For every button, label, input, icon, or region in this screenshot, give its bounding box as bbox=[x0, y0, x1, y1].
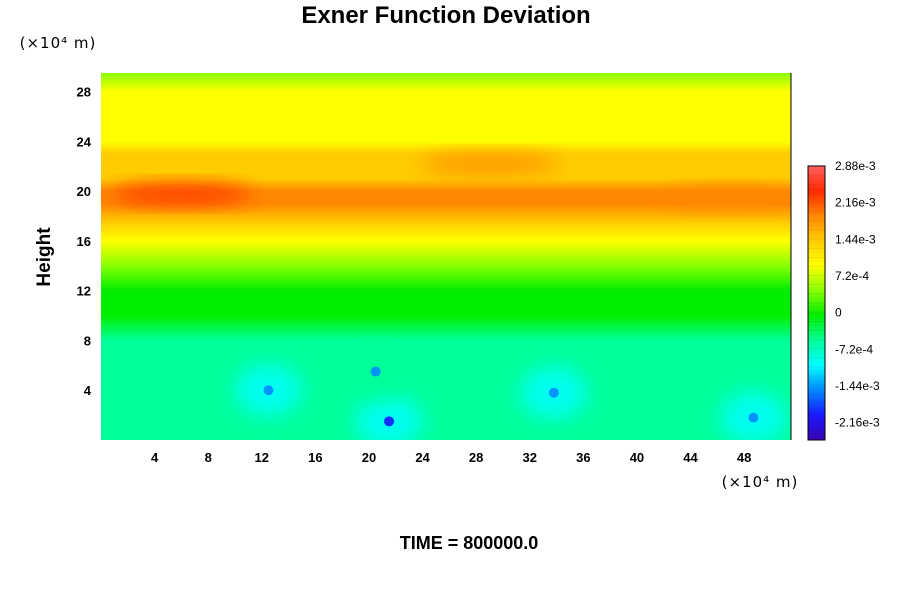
field-maximum-2 bbox=[660, 187, 791, 208]
x-tick-label: 32 bbox=[523, 450, 537, 465]
y-axis-label: Height bbox=[34, 227, 55, 287]
colorbar-scale bbox=[807, 165, 826, 441]
y-tick-label: 4 bbox=[84, 383, 92, 398]
y-tick-label: 28 bbox=[77, 85, 91, 100]
y-tick-label: 16 bbox=[77, 234, 91, 249]
field-maximum-3 bbox=[419, 153, 560, 174]
colorbar-bands bbox=[808, 174, 825, 432]
y-tick-label: 12 bbox=[77, 284, 91, 299]
colorbar-tick-label: 2.88e-3 bbox=[835, 159, 876, 173]
colorbar: 2.88e-3 2.16e-3 1.44e-3 7.2e-4 0 -7.2e-4 -1.44… bbox=[807, 159, 880, 441]
x-tick-label: 20 bbox=[362, 450, 376, 465]
colorbar-tick-label: 2.16e-3 bbox=[835, 196, 876, 210]
x-tick-label: 40 bbox=[630, 450, 644, 465]
y-tick-label: 8 bbox=[84, 333, 91, 348]
colorbar-tick-label: 1.44e-3 bbox=[835, 232, 876, 246]
colorbar-tick-label: 0 bbox=[835, 306, 842, 320]
x-tick-label: 12 bbox=[255, 450, 269, 465]
x-tick-label: 16 bbox=[308, 450, 322, 465]
x-tick-label: 24 bbox=[415, 450, 430, 465]
field-background bbox=[101, 73, 791, 440]
x-axis-ticks: 4 8 12 16 20 24 28 32 36 40 44 48 bbox=[151, 450, 751, 465]
field-minimum-core-4 bbox=[263, 385, 274, 396]
colorbar-tick-label: -1.44e-3 bbox=[835, 379, 880, 393]
field-features bbox=[111, 153, 791, 440]
x-tick-label: 48 bbox=[737, 450, 751, 465]
y-tick-label: 20 bbox=[77, 184, 91, 199]
field-minimum-core-7 bbox=[748, 412, 759, 423]
colorbar-tick-label: 7.2e-4 bbox=[835, 269, 869, 283]
field-maximum-1 bbox=[111, 183, 252, 204]
field-minimum-core-6 bbox=[548, 387, 559, 398]
x-tick-label: 28 bbox=[469, 450, 483, 465]
colorbar-tick-label: -7.2e-4 bbox=[835, 342, 873, 356]
plot-area bbox=[101, 73, 792, 440]
y-tick-label: 24 bbox=[77, 134, 92, 149]
colorbar-ticks: 2.88e-3 2.16e-3 1.44e-3 7.2e-4 0 -7.2e-4 -1.44… bbox=[835, 159, 880, 430]
y-axis-ticks: 4 8 12 16 20 24 28 bbox=[77, 85, 92, 399]
x-tick-label: 44 bbox=[683, 450, 698, 465]
x-tick-label: 4 bbox=[151, 450, 159, 465]
field-minimum-core-8 bbox=[370, 366, 381, 377]
field-minimum-core-5 bbox=[384, 416, 395, 427]
x-tick-label: 8 bbox=[205, 450, 212, 465]
x-tick-label: 36 bbox=[576, 450, 590, 465]
y-unit-label: (×10⁴ m) bbox=[20, 34, 97, 52]
chart-title: Exner Function Deviation bbox=[301, 2, 590, 29]
x-unit-label: (×10⁴ m) bbox=[722, 473, 799, 491]
colorbar-tick-label: -2.16e-3 bbox=[835, 416, 880, 430]
time-label: TIME = 800000.0 bbox=[400, 533, 539, 553]
